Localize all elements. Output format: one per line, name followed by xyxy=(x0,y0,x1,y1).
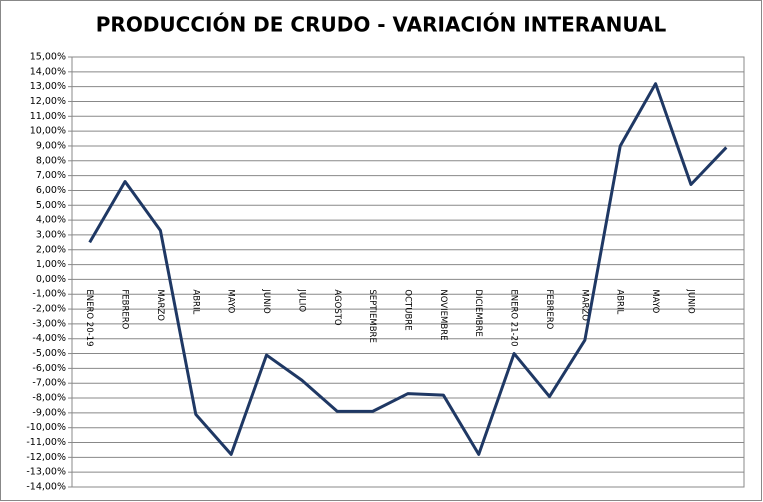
y-tick-label: 12,00% xyxy=(30,96,66,107)
data-line xyxy=(88,82,728,456)
x-tick-label: MARZO xyxy=(155,289,165,321)
y-tick-label: 15,00% xyxy=(30,52,66,63)
y-tick-label: 6,00% xyxy=(36,185,66,196)
x-tick-label: MARZO xyxy=(579,289,589,321)
y-tick-label: 2,00% xyxy=(36,244,66,255)
y-tick-label: -2,00% xyxy=(32,304,66,315)
y-tick-label: 5,00% xyxy=(36,200,66,211)
y-tick-label: 7,00% xyxy=(36,170,66,181)
y-tick-label: -3,00% xyxy=(32,318,66,329)
y-tick-label: -7,00% xyxy=(32,378,66,389)
y-tick-label: 9,00% xyxy=(36,140,66,151)
chart-title: PRODUCCIÓN DE CRUDO - VARIACIÓN INTERANU… xyxy=(96,13,667,37)
x-tick-label: ABRIL xyxy=(615,289,625,314)
y-tick-label: 1,00% xyxy=(36,259,66,270)
x-tick-label: MAYO xyxy=(650,289,660,313)
y-tick-label: -13,00% xyxy=(26,467,66,478)
x-tick-label: NOVIEMBRE xyxy=(438,289,448,340)
y-tick-label: -11,00% xyxy=(26,437,66,448)
y-tick-label: -9,00% xyxy=(32,407,66,418)
x-tick-label: JUNIO xyxy=(685,288,695,314)
x-tick-label: FEBRERO xyxy=(544,289,554,329)
x-tick-label: FEBRERO xyxy=(120,289,130,329)
x-tick-label: JULIO xyxy=(296,288,306,312)
y-tick-label: 10,00% xyxy=(30,126,66,137)
y-tick-label: 13,00% xyxy=(30,81,66,92)
y-tick-label: 14,00% xyxy=(30,66,66,77)
y-tick-label: 11,00% xyxy=(30,111,66,122)
y-tick-label: 3,00% xyxy=(36,229,66,240)
x-tick-label: OCTUBRE xyxy=(403,289,413,330)
x-tick-label: AGOSTO xyxy=(332,289,342,326)
x-tick-label: DICIEMBRE xyxy=(473,289,483,336)
y-tick-label: -8,00% xyxy=(32,393,66,404)
y-tick-label: 8,00% xyxy=(36,155,66,166)
y-tick-label: -4,00% xyxy=(32,333,66,344)
x-tick-label: ABRIL xyxy=(190,289,200,314)
y-tick-label: -1,00% xyxy=(32,289,66,300)
y-tick-label: -6,00% xyxy=(32,363,66,374)
x-tick-label: ENERO 21-20 xyxy=(509,289,519,346)
y-tick-label: -14,00% xyxy=(26,482,66,493)
x-tick-label: SEPTIEMBRE xyxy=(367,289,377,342)
y-tick-label: 4,00% xyxy=(36,215,66,226)
y-tick-label: -5,00% xyxy=(32,348,66,359)
y-tick-label: 0,00% xyxy=(36,274,66,285)
x-tick-label: ENERO 20-19 xyxy=(84,289,94,346)
y-tick-label: -12,00% xyxy=(26,452,66,463)
x-tick-label: JUNIO xyxy=(261,288,271,314)
y-tick-label: -10,00% xyxy=(26,422,66,433)
x-tick-label: MAYO xyxy=(226,289,236,313)
